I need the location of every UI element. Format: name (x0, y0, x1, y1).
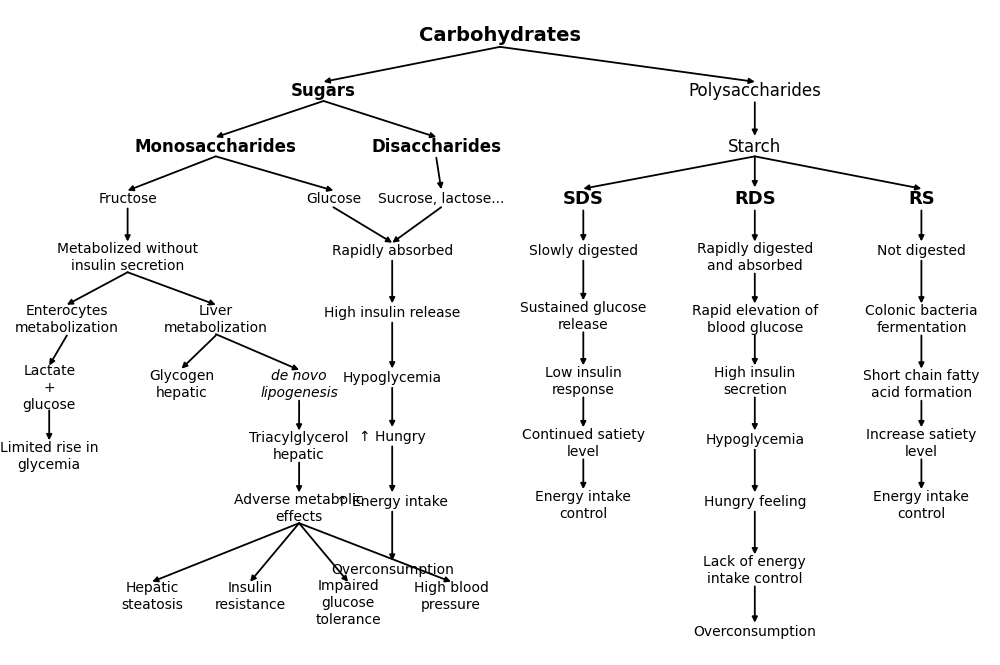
Text: Rapidly digested
and absorbed: Rapidly digested and absorbed (697, 242, 813, 273)
Text: Colonic bacteria
fermentation: Colonic bacteria fermentation (865, 304, 978, 335)
Text: Limited rise in
glycemia: Limited rise in glycemia (0, 441, 98, 472)
Text: Glycogen
hepatic: Glycogen hepatic (149, 369, 214, 400)
Text: High insulin
secretion: High insulin secretion (714, 366, 795, 397)
Text: Starch: Starch (728, 138, 781, 156)
Text: ↑ Hungry: ↑ Hungry (359, 430, 426, 444)
Text: Overconsumption: Overconsumption (331, 563, 454, 577)
Text: Sucrose, lactose...: Sucrose, lactose... (378, 192, 504, 206)
Text: Polysaccharides: Polysaccharides (688, 82, 821, 100)
Text: Low insulin
response: Low insulin response (545, 366, 622, 397)
Text: Adverse metabolic
effects: Adverse metabolic effects (234, 493, 364, 524)
Text: Monosaccharides: Monosaccharides (135, 138, 297, 156)
Text: Hepatic
steatosis: Hepatic steatosis (121, 581, 183, 612)
Text: Energy intake
control: Energy intake control (873, 489, 969, 521)
Text: SDS: SDS (563, 190, 604, 208)
Text: Hungry feeling: Hungry feeling (704, 495, 806, 509)
Text: RS: RS (908, 190, 935, 208)
Text: ↑ Energy intake: ↑ Energy intake (336, 495, 448, 509)
Text: Enterocytes
metabolization: Enterocytes metabolization (15, 304, 119, 335)
Text: Sustained glucose
release: Sustained glucose release (520, 301, 646, 332)
Text: Hypoglycemia: Hypoglycemia (705, 433, 804, 447)
Text: Glucose: Glucose (306, 192, 361, 206)
Text: Continued satiety
level: Continued satiety level (522, 428, 645, 459)
Text: High insulin release: High insulin release (324, 306, 460, 320)
Text: Increase satiety
level: Increase satiety level (866, 428, 977, 459)
Text: Energy intake
control: Energy intake control (535, 489, 631, 521)
Text: de novo
lipogenesis: de novo lipogenesis (260, 369, 338, 400)
Text: Triacylglycerol
hepatic: Triacylglycerol hepatic (249, 431, 349, 462)
Text: Disaccharides: Disaccharides (371, 138, 501, 156)
Text: Rapidly absorbed: Rapidly absorbed (332, 244, 453, 258)
Text: Carbohydrates: Carbohydrates (419, 27, 581, 45)
Text: Not digested: Not digested (877, 244, 966, 258)
Text: Overconsumption: Overconsumption (693, 625, 816, 639)
Text: Slowly digested: Slowly digested (529, 244, 638, 258)
Text: Impaired
glucose
tolerance: Impaired glucose tolerance (315, 579, 381, 627)
Text: Liver
metabolization: Liver metabolization (164, 304, 268, 335)
Text: Insulin
resistance: Insulin resistance (215, 581, 286, 612)
Text: Lack of energy
intake control: Lack of energy intake control (703, 555, 806, 586)
Text: RDS: RDS (734, 190, 776, 208)
Text: Fructose: Fructose (98, 192, 157, 206)
Text: Rapid elevation of
blood glucose: Rapid elevation of blood glucose (692, 304, 818, 335)
Text: Lactate
+
glucose: Lactate + glucose (23, 364, 76, 412)
Text: Short chain fatty
acid formation: Short chain fatty acid formation (863, 369, 980, 400)
Text: Metabolized without
insulin secretion: Metabolized without insulin secretion (57, 242, 198, 273)
Text: Hypoglycemia: Hypoglycemia (343, 371, 442, 385)
Text: High blood
pressure: High blood pressure (414, 581, 488, 612)
Text: Sugars: Sugars (291, 82, 356, 100)
